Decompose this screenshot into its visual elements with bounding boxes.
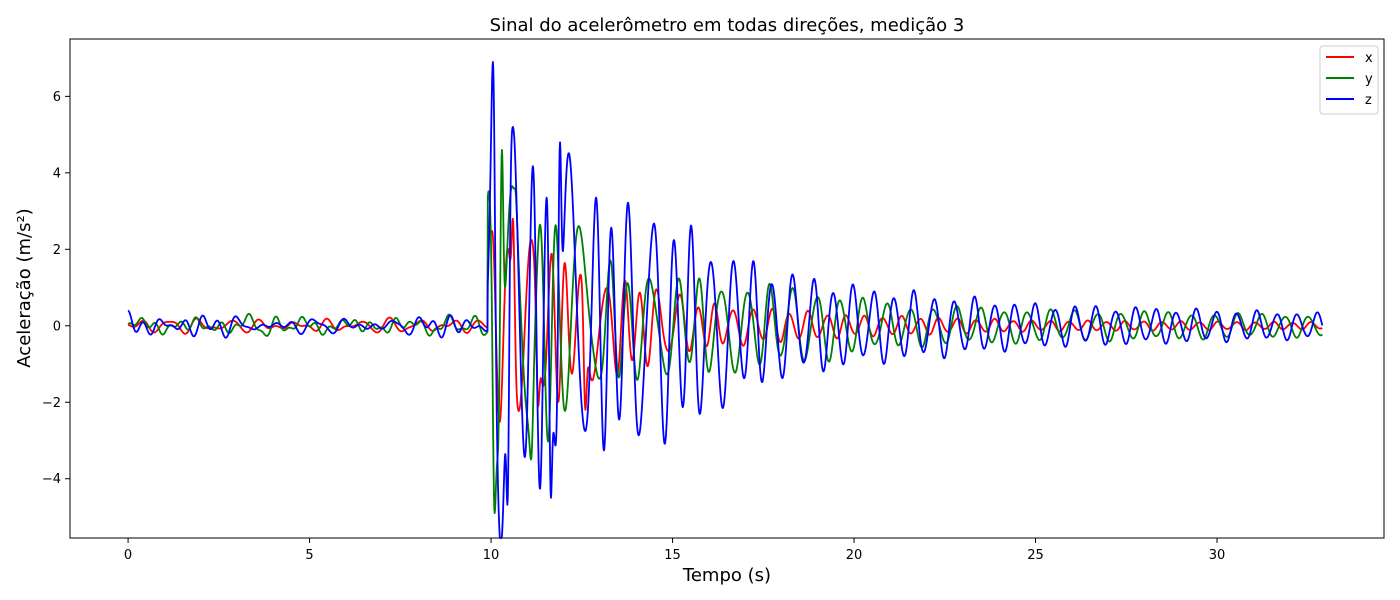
y-tick-label: −2 [42,396,61,411]
y-tick-label: 2 [53,243,61,258]
chart-title: Sinal do acelerômetro em todas direções,… [490,15,965,36]
x-tick-label: 10 [483,548,500,563]
x-axis-ticks: 0 5 10 15 20 25 30 [124,538,1225,563]
series-layer [127,61,1324,539]
series-line-z [127,61,1324,539]
y-tick-label: 0 [53,319,61,334]
x-tick-label: 0 [124,548,132,563]
series-line-x [127,217,1323,423]
plot-frame [69,38,1385,539]
y-tick-label: 6 [53,90,61,105]
legend-label-x: x [1365,51,1373,66]
x-tick-label: 20 [846,548,863,563]
x-tick-label: 15 [664,548,681,563]
y-axis-ticks: −4 −2 0 2 4 6 [42,90,70,487]
legend-box [1319,45,1379,115]
legend-label-z: z [1365,93,1372,108]
x-tick-label: 25 [1027,548,1044,563]
y-axis-title: Aceleração (m/s²) [14,208,35,367]
y-tick-label: −4 [42,472,61,487]
x-axis-title: Tempo (s) [682,565,771,586]
x-tick-label: 30 [1209,548,1226,563]
legend-label-y: y [1365,72,1373,87]
x-tick-label: 5 [305,548,313,563]
y-tick-label: 4 [53,166,61,181]
legend: xyz [1319,45,1379,115]
